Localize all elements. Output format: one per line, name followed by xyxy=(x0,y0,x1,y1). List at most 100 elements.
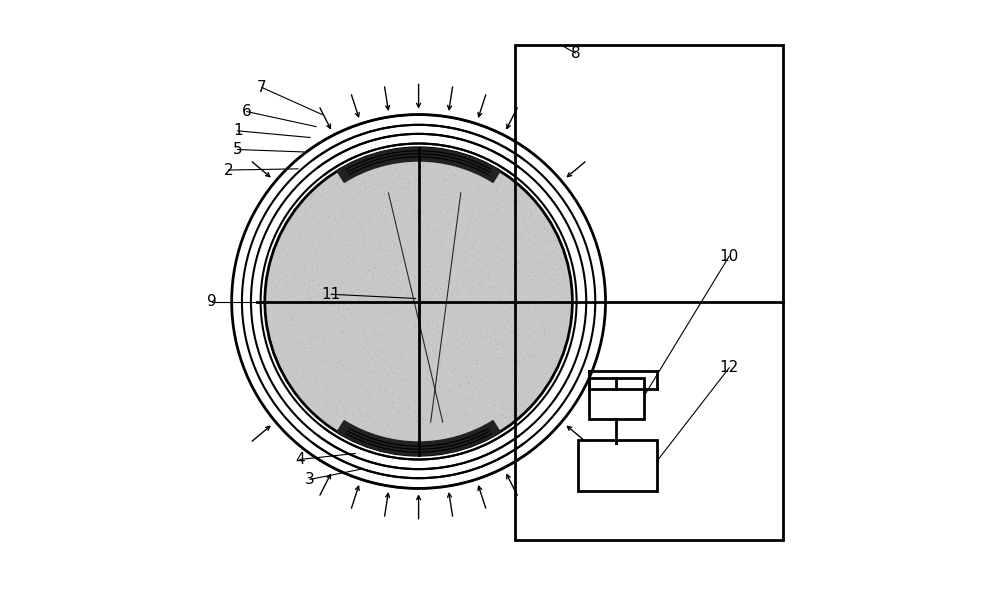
Point xyxy=(317,241,333,250)
Point xyxy=(432,397,448,407)
Point xyxy=(357,200,373,209)
Point xyxy=(333,363,349,373)
Point xyxy=(532,206,548,216)
Point xyxy=(398,421,414,431)
Point xyxy=(325,418,341,428)
Point xyxy=(449,213,465,223)
Point xyxy=(425,350,441,359)
Point xyxy=(512,344,528,353)
Point xyxy=(400,401,416,411)
Point xyxy=(480,320,496,329)
Point xyxy=(392,305,408,314)
Point xyxy=(547,259,563,269)
Point xyxy=(434,203,450,213)
Point xyxy=(359,370,375,379)
Point xyxy=(471,291,487,300)
Point xyxy=(499,383,515,393)
Point xyxy=(269,349,285,358)
Point xyxy=(417,391,433,400)
Point xyxy=(376,245,392,255)
Point xyxy=(485,226,501,235)
Point xyxy=(367,166,383,176)
Point xyxy=(306,333,322,343)
Point xyxy=(477,256,493,265)
Point xyxy=(502,405,518,415)
Point xyxy=(402,359,418,368)
Point xyxy=(312,414,328,424)
Point xyxy=(464,394,480,404)
Point xyxy=(336,349,352,359)
Point xyxy=(523,344,539,354)
Point xyxy=(428,233,444,243)
Point xyxy=(330,405,346,414)
Point xyxy=(460,275,476,285)
Point xyxy=(449,236,465,246)
Point xyxy=(365,262,381,271)
Point xyxy=(493,268,509,278)
Point xyxy=(483,206,499,216)
Point xyxy=(523,194,539,204)
Point xyxy=(348,400,364,410)
Point xyxy=(404,284,420,294)
Bar xyxy=(515,45,783,540)
Point xyxy=(554,285,570,295)
Point xyxy=(516,211,532,221)
Point xyxy=(436,242,452,252)
Point xyxy=(458,437,474,447)
Point xyxy=(504,236,520,245)
Point xyxy=(338,330,354,339)
Point xyxy=(548,355,564,365)
Point xyxy=(513,384,529,393)
Point xyxy=(446,347,462,357)
Point xyxy=(477,365,493,374)
Point xyxy=(381,232,397,241)
Point xyxy=(442,168,458,177)
Point xyxy=(399,160,415,169)
Point xyxy=(500,324,516,333)
Point xyxy=(477,318,493,328)
Point xyxy=(402,196,418,206)
Point xyxy=(405,338,421,347)
Point xyxy=(386,158,402,168)
Point xyxy=(384,367,400,377)
Point xyxy=(331,175,347,185)
Point xyxy=(438,339,454,349)
Point xyxy=(438,274,454,283)
Point xyxy=(424,339,440,349)
Point xyxy=(353,252,369,262)
Point xyxy=(544,297,560,307)
Point xyxy=(408,362,424,372)
Point xyxy=(396,399,412,408)
Point xyxy=(547,236,563,245)
Point xyxy=(291,271,307,280)
Point xyxy=(527,257,543,267)
Point xyxy=(429,321,445,331)
Point xyxy=(350,432,366,441)
Point xyxy=(455,154,471,164)
Point xyxy=(481,338,497,347)
Point xyxy=(349,405,365,414)
Point xyxy=(538,269,554,279)
Point xyxy=(471,420,487,429)
Point xyxy=(363,391,379,401)
Point xyxy=(276,344,292,354)
Point xyxy=(485,162,501,172)
Point xyxy=(482,265,498,275)
Point xyxy=(334,382,350,392)
Point xyxy=(353,352,369,362)
Point xyxy=(286,374,302,384)
Point xyxy=(460,356,476,366)
Point xyxy=(303,294,319,304)
Point xyxy=(448,434,464,443)
Point xyxy=(332,337,348,347)
Point xyxy=(468,432,484,441)
Point xyxy=(336,309,352,318)
Point xyxy=(458,259,474,268)
Point xyxy=(371,234,387,244)
Point xyxy=(526,224,542,233)
Point xyxy=(471,343,487,352)
Point xyxy=(432,236,448,245)
Point xyxy=(427,402,443,411)
Point xyxy=(287,286,303,296)
Point xyxy=(366,371,382,380)
